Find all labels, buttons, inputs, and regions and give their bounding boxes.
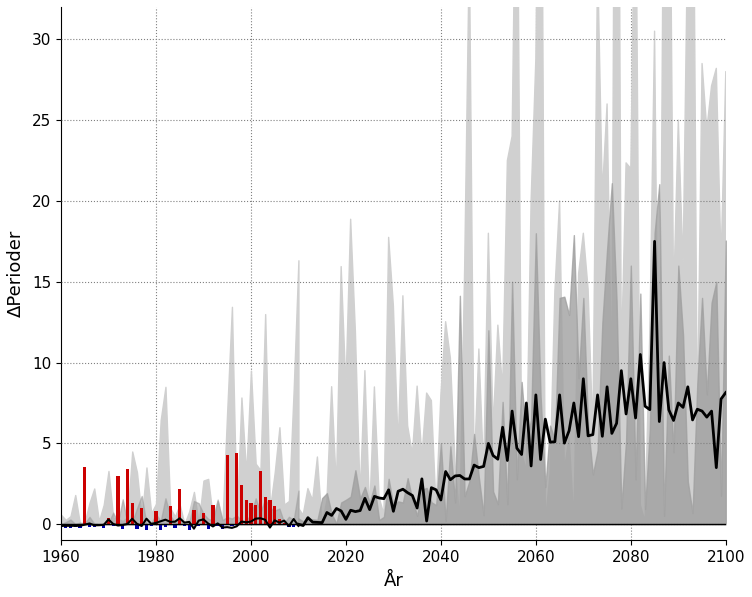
Bar <box>254 505 257 524</box>
Bar <box>249 503 253 524</box>
Bar <box>235 453 238 524</box>
Y-axis label: ΔPerioder: ΔPerioder <box>7 230 25 318</box>
Bar <box>140 508 144 524</box>
Bar <box>78 524 82 528</box>
Bar <box>244 500 248 524</box>
Bar <box>159 524 162 530</box>
Bar <box>92 524 96 527</box>
Bar <box>240 485 243 524</box>
Bar <box>102 524 105 528</box>
Bar <box>268 500 271 524</box>
Bar <box>207 524 210 529</box>
Bar <box>117 476 120 524</box>
Bar <box>88 524 91 527</box>
Bar <box>197 524 200 526</box>
Bar <box>178 489 181 524</box>
Bar <box>221 524 224 529</box>
Bar <box>193 510 196 524</box>
Bar <box>164 524 167 527</box>
Bar <box>202 513 205 524</box>
Bar <box>131 503 134 524</box>
Bar <box>69 524 72 528</box>
Bar <box>83 467 86 524</box>
Bar <box>183 524 186 526</box>
Bar <box>150 524 153 526</box>
Bar <box>273 506 276 524</box>
Bar <box>230 524 234 526</box>
Bar <box>111 524 115 525</box>
Bar <box>59 524 62 527</box>
Bar <box>226 455 229 524</box>
Bar <box>64 524 68 528</box>
Bar <box>168 506 172 524</box>
Bar <box>263 497 267 524</box>
Bar <box>97 524 101 526</box>
Bar <box>173 524 177 528</box>
Bar <box>211 505 214 524</box>
Bar <box>216 524 220 527</box>
Bar <box>297 524 300 526</box>
Bar <box>187 524 191 530</box>
Bar <box>277 519 281 524</box>
Bar <box>135 524 138 529</box>
Bar <box>121 524 124 529</box>
X-axis label: År: År <box>384 572 403 590</box>
Bar <box>107 518 110 524</box>
Bar <box>74 524 77 527</box>
Bar <box>287 524 290 528</box>
Bar <box>154 511 158 524</box>
Bar <box>126 469 129 524</box>
Bar <box>145 524 148 530</box>
Bar <box>283 522 286 524</box>
Bar <box>292 524 296 527</box>
Bar <box>259 471 262 524</box>
